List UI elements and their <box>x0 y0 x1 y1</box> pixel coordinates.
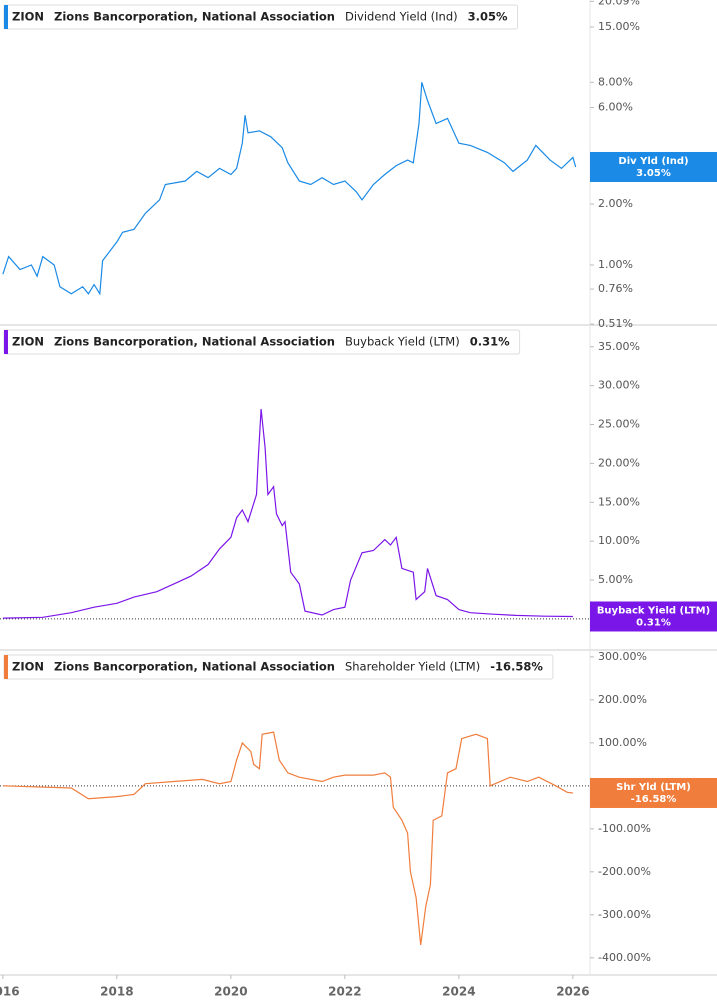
y-tick-label: 8.00% <box>598 75 633 88</box>
header-latest_label: 0.31% <box>470 335 510 349</box>
x-tick-label: 2020 <box>214 985 247 999</box>
y-tick-label: 10.00% <box>598 534 640 547</box>
header-marker <box>4 5 8 29</box>
y-tick-label: 0.51% <box>598 317 633 330</box>
y-tick-label: 0.76% <box>598 282 633 295</box>
y-tick-label: 35.00% <box>598 340 640 353</box>
x-tick-label: 2022 <box>328 985 361 999</box>
y-tick-label: 6.00% <box>598 101 633 114</box>
y-tick-label: 15.00% <box>598 495 640 508</box>
header-name: Dividend Yield (Ind) <box>345 10 458 24</box>
value-badge <box>590 601 717 632</box>
y-tick-label: 100.00% <box>598 736 647 749</box>
y-tick-label: -400.00% <box>598 951 651 964</box>
header-ticker: ZION <box>12 10 44 24</box>
badge-value: -16.58% <box>631 794 677 805</box>
badge-name: Buyback Yield (LTM) <box>597 605 710 616</box>
header-company: Zions Bancorporation, National Associati… <box>54 335 335 349</box>
header-ticker: ZION <box>12 335 44 349</box>
y-tick-label: 5.00% <box>598 573 633 586</box>
header-name: Shareholder Yield (LTM) <box>345 660 480 674</box>
y-tick-label: 20.09% <box>598 0 640 7</box>
y-tick-label: -300.00% <box>598 908 651 921</box>
x-tick-label: 2018 <box>100 985 133 999</box>
y-tick-label: 2.00% <box>598 197 633 210</box>
header-name: Buyback Yield (LTM) <box>345 335 460 349</box>
y-tick-label: 1.00% <box>598 258 633 271</box>
series-line <box>2 82 577 296</box>
header-marker <box>4 330 8 354</box>
panel-header: ZION Zions Bancorporation, National Assoc… <box>3 329 521 355</box>
x-tick-label: 2026 <box>556 985 589 999</box>
y-tick-label: 30.00% <box>598 379 640 392</box>
header-company: Zions Bancorporation, National Associati… <box>54 10 335 24</box>
y-tick-label: -100.00% <box>598 822 651 835</box>
header-marker <box>4 655 8 679</box>
y-tick-label: 200.00% <box>598 693 647 706</box>
x-tick-label: 2024 <box>442 985 475 999</box>
header-ticker: ZION <box>12 660 44 674</box>
y-tick-label: 15.00% <box>598 20 640 33</box>
y-tick-label: 300.00% <box>598 650 647 663</box>
y-tick-label: 25.00% <box>598 418 640 431</box>
header-latest_label: -16.58% <box>490 660 543 674</box>
series-line <box>2 408 573 619</box>
y-tick-label: 20.00% <box>598 456 640 469</box>
badge-name: Div Yld (Ind) <box>618 156 688 167</box>
header-latest_label: 3.05% <box>468 10 508 24</box>
panel-header: ZION Zions Bancorporation, National Assoc… <box>3 654 554 680</box>
header-company: Zions Bancorporation, National Associati… <box>54 660 335 674</box>
badge-value: 0.31% <box>636 617 671 628</box>
badge-name: Shr Yld (LTM) <box>616 782 691 793</box>
y-tick-label: -200.00% <box>598 865 651 878</box>
badge-value: 3.05% <box>636 168 671 179</box>
x-tick-label: 2016 <box>0 985 20 999</box>
panel-header: ZION Zions Bancorporation, National Assoc… <box>3 4 519 30</box>
value-badge <box>590 777 717 808</box>
series-line <box>2 731 573 945</box>
value-badge <box>590 151 717 182</box>
